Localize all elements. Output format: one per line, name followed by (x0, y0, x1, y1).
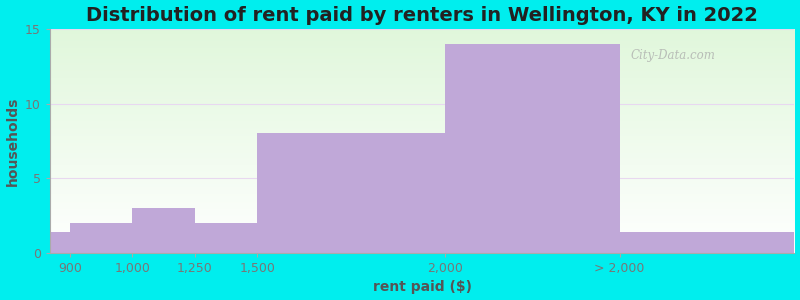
Text: City-Data.com: City-Data.com (630, 49, 715, 62)
Bar (50, 232, 794, 253)
Title: Distribution of rent paid by renters in Wellington, KY in 2022: Distribution of rent paid by renters in … (86, 6, 758, 25)
Bar (258, 134, 445, 253)
Bar (195, 223, 258, 253)
Y-axis label: households: households (6, 96, 19, 186)
Bar (133, 208, 195, 253)
Bar (445, 44, 619, 253)
X-axis label: rent paid ($): rent paid ($) (373, 280, 472, 294)
Bar (70, 223, 133, 253)
